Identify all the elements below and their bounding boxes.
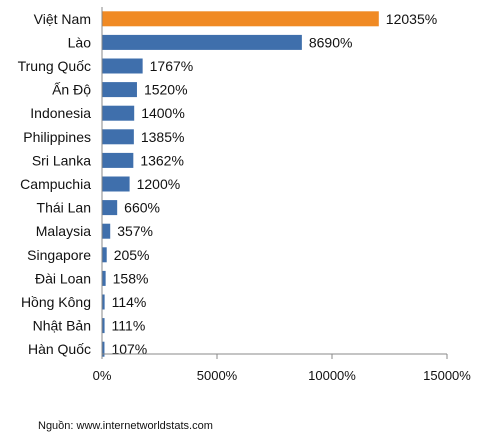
- bar: [102, 318, 105, 334]
- value-label: 1400%: [141, 105, 185, 121]
- category-labels-group: Việt Nam Lào Trung Quốc Ấn Độ Indonesia Phili…: [18, 11, 92, 357]
- bar: [102, 176, 130, 192]
- category-label: Ấn Độ: [52, 82, 91, 98]
- value-label: 205%: [114, 247, 150, 263]
- value-label: 357%: [117, 223, 153, 239]
- bar: [102, 34, 302, 50]
- bar: [102, 152, 134, 168]
- bars-group: [102, 11, 379, 357]
- value-label: 111%: [112, 318, 146, 334]
- value-label: 1385%: [141, 129, 185, 145]
- category-label: Singapore: [27, 247, 91, 263]
- value-label: 660%: [124, 200, 160, 216]
- bar: [102, 247, 107, 263]
- bar: [102, 270, 106, 286]
- category-label: Malaysia: [36, 223, 91, 239]
- category-label: Campuchia: [20, 176, 91, 192]
- bar: [102, 223, 111, 239]
- bar: [102, 129, 134, 145]
- bar: [102, 341, 105, 357]
- category-label: Sri Lanka: [32, 152, 91, 168]
- bar: [102, 82, 137, 98]
- x-tick-label: 0%: [93, 368, 112, 383]
- source-note: Nguồn: www.internetworldstats.com: [38, 420, 213, 432]
- bar: [102, 105, 135, 121]
- bar: [102, 58, 143, 74]
- category-label: Hàn Quốc: [28, 341, 91, 357]
- category-label: Nhật Bản: [33, 318, 91, 334]
- category-label: Việt Nam: [34, 11, 91, 27]
- value-labels-group: 12035% 8690% 1767% 1520% 1400% 1385% 1362% 1200…: [111, 11, 437, 357]
- value-label: 1200%: [137, 176, 181, 192]
- category-label: Hồng Kông: [21, 294, 91, 310]
- category-label: Lào: [68, 34, 92, 50]
- x-tick-label: 5000%: [197, 368, 238, 383]
- x-tick-label: 15000%: [423, 368, 471, 383]
- value-label: 1767%: [150, 58, 194, 74]
- value-label: 1362%: [140, 152, 184, 168]
- x-axis: 0% 5000% 10000% 15000%: [93, 7, 471, 383]
- category-label: Đài Loan: [35, 270, 91, 286]
- value-label: 1520%: [144, 82, 188, 98]
- value-label: 114%: [112, 294, 147, 310]
- bar: [102, 294, 105, 310]
- category-label: Philippines: [23, 129, 91, 145]
- category-label: Thái Lan: [37, 200, 91, 216]
- value-label: 107%: [111, 341, 147, 357]
- category-label: Trung Quốc: [18, 58, 91, 74]
- bar: [102, 11, 379, 27]
- value-label: 158%: [113, 270, 149, 286]
- category-label: Indonesia: [30, 105, 91, 121]
- value-label: 8690%: [309, 34, 353, 50]
- value-label: 12035%: [386, 11, 437, 27]
- x-tick-label: 10000%: [308, 368, 356, 383]
- bar: [102, 200, 118, 216]
